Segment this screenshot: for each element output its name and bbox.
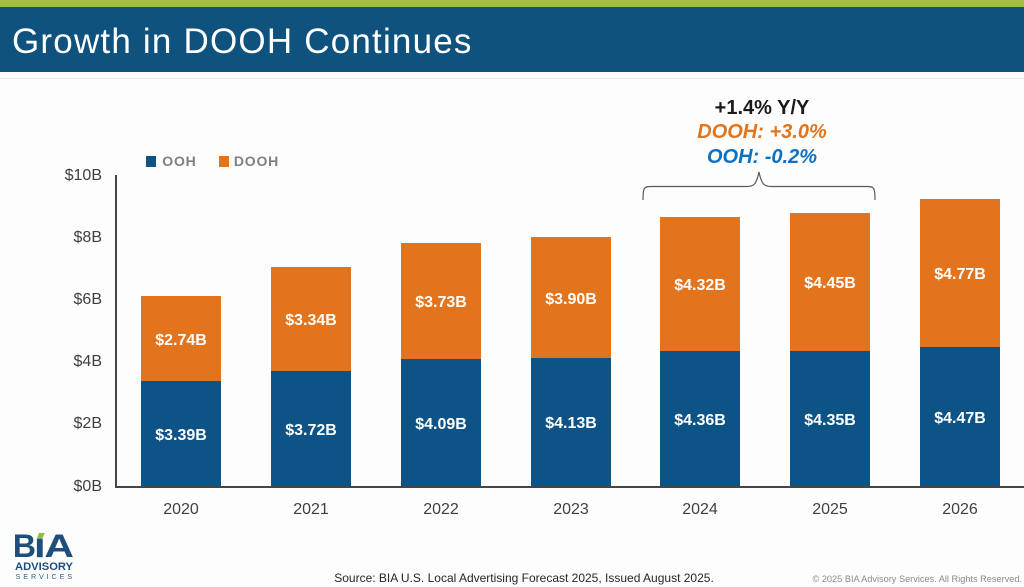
svg-text:SERVICES: SERVICES	[16, 572, 75, 581]
svg-text:A: A	[44, 529, 74, 564]
svg-text:ADVISORY: ADVISORY	[15, 561, 74, 573]
svg-text:B: B	[13, 529, 36, 564]
